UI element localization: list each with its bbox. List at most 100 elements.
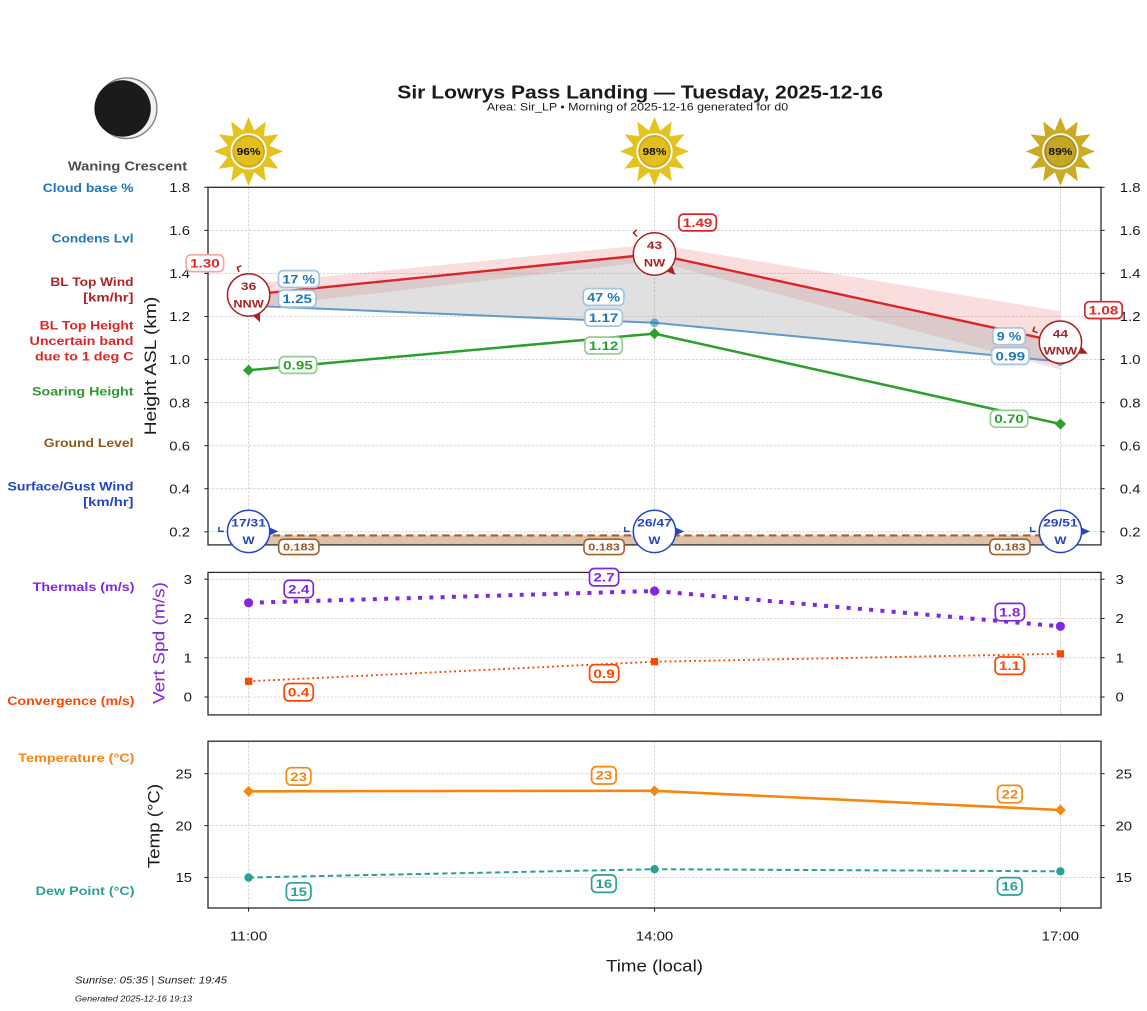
svg-text:Dew Point (°C): Dew Point (°C) (36, 884, 135, 898)
svg-text:89%: 89% (1048, 147, 1072, 158)
svg-text:1.4: 1.4 (1120, 266, 1141, 281)
svg-text:17:00: 17:00 (1042, 929, 1080, 944)
svg-text:15: 15 (290, 885, 307, 899)
svg-text:20: 20 (1116, 818, 1133, 833)
svg-text:Height ASL (km): Height ASL (km) (141, 297, 160, 436)
svg-text:Soaring Height: Soaring Height (32, 385, 134, 399)
svg-text:0.2: 0.2 (169, 525, 190, 540)
svg-text:0.4: 0.4 (169, 481, 190, 496)
svg-text:1.08: 1.08 (1089, 304, 1119, 318)
svg-text:1.2: 1.2 (1120, 309, 1141, 324)
svg-text:1.0: 1.0 (1120, 352, 1141, 367)
svg-text:NW: NW (644, 257, 666, 269)
svg-text:due to 1 deg C: due to 1 deg C (35, 349, 134, 363)
svg-text:1.0: 1.0 (169, 352, 190, 367)
svg-text:26/47: 26/47 (637, 518, 672, 530)
svg-text:Surface/Gust Wind: Surface/Gust Wind (8, 479, 134, 493)
svg-text:BL Top Height: BL Top Height (40, 319, 134, 333)
svg-text:1.17: 1.17 (589, 311, 619, 325)
svg-text:Temp (°C): Temp (°C) (145, 784, 164, 868)
svg-text:0.4: 0.4 (288, 686, 310, 700)
svg-text:1.6: 1.6 (169, 223, 190, 238)
svg-text:0.2: 0.2 (1120, 525, 1141, 540)
svg-text:0.183: 0.183 (588, 543, 620, 554)
svg-text:11:00: 11:00 (230, 929, 268, 944)
svg-text:96%: 96% (237, 147, 261, 158)
svg-text:Ground Level: Ground Level (44, 436, 134, 450)
svg-text:1.8: 1.8 (169, 180, 190, 195)
svg-text:[km/hr]: [km/hr] (83, 495, 133, 509)
svg-text:9 %: 9 % (997, 330, 1022, 344)
svg-text:[km/hr]: [km/hr] (83, 290, 133, 304)
svg-text:17 %: 17 % (282, 272, 315, 286)
svg-text:WNW: WNW (1044, 346, 1078, 358)
svg-text:0.6: 0.6 (169, 438, 190, 453)
svg-text:0.4: 0.4 (1120, 481, 1141, 496)
svg-text:W: W (243, 535, 256, 547)
svg-text:Convergence (m/s): Convergence (m/s) (7, 694, 134, 708)
svg-text:BL Top Wind: BL Top Wind (50, 275, 133, 289)
svg-text:20: 20 (176, 818, 193, 833)
svg-text:2: 2 (1116, 611, 1124, 626)
svg-text:16: 16 (1001, 880, 1018, 894)
svg-text:Thermals (m/s): Thermals (m/s) (33, 580, 135, 594)
svg-text:0.70: 0.70 (994, 412, 1024, 426)
svg-text:43: 43 (647, 240, 662, 252)
svg-text:NNW: NNW (233, 298, 264, 310)
svg-text:0: 0 (1116, 690, 1124, 705)
svg-text:0.8: 0.8 (169, 395, 190, 410)
svg-text:0.183: 0.183 (994, 543, 1026, 554)
svg-text:0.95: 0.95 (283, 358, 313, 372)
svg-text:22: 22 (1002, 788, 1019, 802)
svg-text:1.12: 1.12 (589, 339, 619, 353)
svg-text:Condens Lvl: Condens Lvl (52, 231, 134, 245)
svg-text:Temperature (°C): Temperature (°C) (18, 751, 134, 765)
svg-text:1.49: 1.49 (683, 216, 713, 230)
svg-text:17/31: 17/31 (231, 518, 266, 530)
svg-text:Vert Spd (m/s): Vert Spd (m/s) (150, 582, 169, 704)
svg-text:1.1: 1.1 (999, 659, 1021, 673)
svg-text:47 %: 47 % (587, 290, 620, 304)
svg-text:2.4: 2.4 (288, 582, 310, 596)
svg-text:1.8: 1.8 (999, 606, 1021, 620)
svg-text:29/51: 29/51 (1043, 518, 1078, 530)
svg-text:1.8: 1.8 (1120, 180, 1141, 195)
svg-text:2: 2 (184, 611, 192, 626)
svg-text:23: 23 (596, 769, 613, 783)
svg-text:1.4: 1.4 (169, 266, 190, 281)
svg-text:14:00: 14:00 (636, 929, 674, 944)
svg-text:W: W (648, 535, 661, 547)
svg-text:98%: 98% (643, 147, 667, 158)
svg-text:1.6: 1.6 (1120, 223, 1141, 238)
svg-text:Cloud base %: Cloud base % (43, 181, 134, 195)
svg-text:3: 3 (1116, 572, 1124, 587)
svg-text:1.30: 1.30 (190, 257, 220, 271)
svg-text:44: 44 (1053, 328, 1069, 340)
svg-text:23: 23 (290, 770, 307, 784)
svg-text:1.25: 1.25 (282, 292, 312, 306)
svg-text:0.9: 0.9 (593, 667, 615, 681)
svg-text:25: 25 (1116, 766, 1133, 781)
svg-text:16: 16 (596, 877, 613, 891)
svg-text:3: 3 (184, 572, 192, 587)
svg-text:1: 1 (184, 650, 192, 665)
svg-text:15: 15 (1116, 870, 1133, 885)
svg-text:15: 15 (176, 870, 193, 885)
svg-text:1.2: 1.2 (169, 309, 190, 324)
svg-text:Uncertain band: Uncertain band (30, 334, 134, 348)
svg-text:2.7: 2.7 (593, 571, 615, 585)
svg-text:Sunrise: 05:35 | Sunset: 19:45: Sunrise: 05:35 | Sunset: 19:45 (75, 976, 228, 987)
svg-text:Time (local): Time (local) (606, 957, 703, 975)
svg-text:25: 25 (176, 766, 193, 781)
svg-text:Waning Crescent: Waning Crescent (68, 159, 188, 173)
svg-text:Area: Sir_LP • Morning of 2025: Area: Sir_LP • Morning of 2025-12-16 gen… (487, 101, 788, 113)
svg-text:0.6: 0.6 (1120, 438, 1141, 453)
svg-text:Sir Lowrys Pass Landing — Tues: Sir Lowrys Pass Landing — Tuesday, 2025-… (397, 83, 883, 103)
svg-text:36: 36 (241, 281, 256, 293)
svg-text:0: 0 (184, 690, 192, 705)
svg-text:Generated 2025-12-16 19:13: Generated 2025-12-16 19:13 (75, 994, 193, 1003)
svg-text:0.99: 0.99 (996, 349, 1026, 363)
svg-text:0.8: 0.8 (1120, 395, 1141, 410)
svg-text:W: W (1054, 535, 1067, 547)
svg-text:0.183: 0.183 (283, 543, 315, 554)
